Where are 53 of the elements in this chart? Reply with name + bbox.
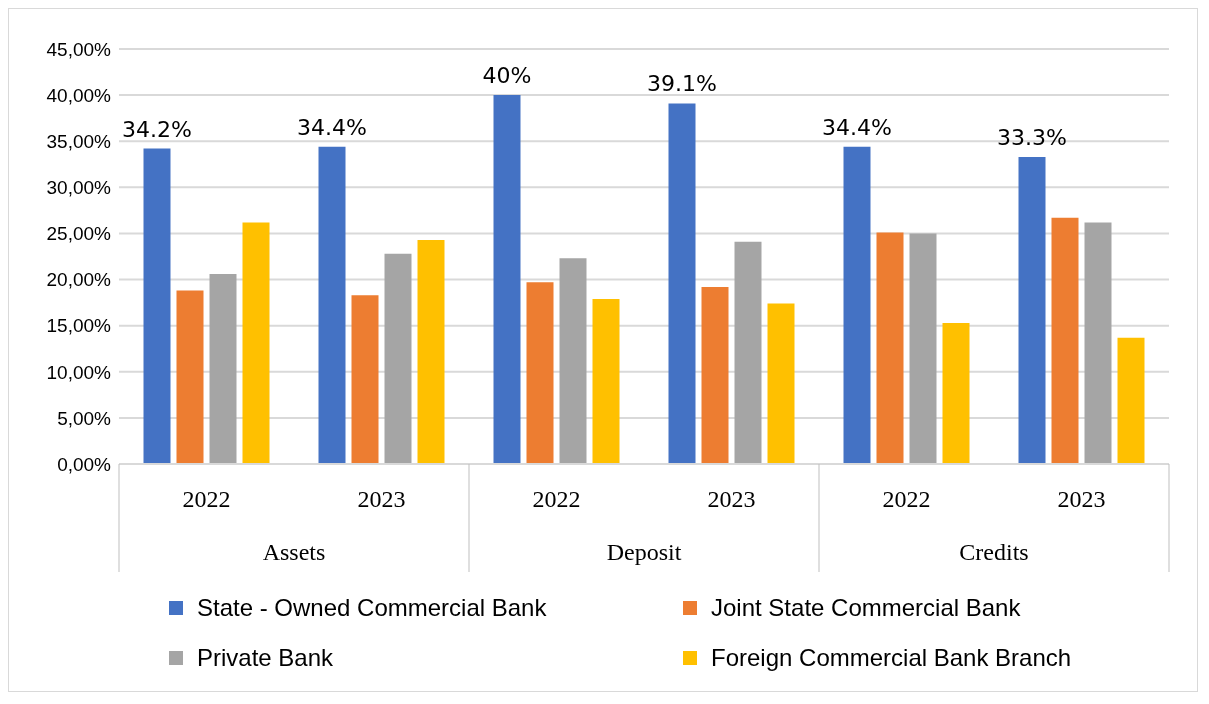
bar	[318, 146, 346, 464]
x-tick-label: 2023	[707, 486, 756, 512]
x-tick-label: 2023	[1057, 486, 1106, 512]
text: Credits	[959, 539, 1029, 565]
bar	[1018, 156, 1046, 464]
text: Deposit	[606, 539, 682, 565]
y-tick-label: 5,00%	[57, 407, 112, 429]
y-tick-label: 35,00%	[46, 130, 112, 152]
bar	[843, 146, 871, 464]
y-tick-label: 15,00%	[46, 315, 112, 337]
bar	[176, 290, 204, 464]
bar	[209, 274, 237, 464]
bar	[701, 286, 729, 464]
bar	[767, 303, 795, 464]
legend-label: State - Owned Commercial Bank	[197, 594, 547, 622]
bar	[559, 258, 587, 464]
data-label: 40%	[482, 63, 532, 89]
bar	[493, 95, 521, 464]
text: Assets	[262, 539, 326, 565]
y-tick-label: 0,00%	[57, 453, 112, 475]
bar	[143, 148, 171, 464]
y-tick-label: 25,00%	[46, 223, 112, 245]
bar	[942, 322, 970, 464]
bar	[351, 295, 379, 464]
x-tick-label: 2022	[882, 486, 931, 512]
bar	[592, 298, 620, 464]
bar	[668, 103, 696, 464]
y-tick-label: 20,00%	[46, 269, 112, 291]
data-label: 34.4%	[822, 114, 892, 140]
bar	[1117, 337, 1145, 464]
bar	[242, 222, 270, 464]
y-tick-label: 45,00%	[46, 38, 112, 60]
data-label: 33.3%	[997, 124, 1067, 150]
data-label: 34.2%	[122, 116, 192, 142]
bar	[417, 239, 445, 464]
bar	[876, 232, 904, 464]
bar	[734, 241, 762, 464]
y-tick-label: 40,00%	[46, 84, 112, 106]
x-tick-label: 2022	[182, 486, 231, 512]
bar	[384, 253, 412, 464]
legend-label: Private Bank	[197, 644, 334, 672]
legend-label: Joint State Commercial Bank	[711, 594, 1021, 622]
bar	[1084, 222, 1112, 464]
bar	[1051, 217, 1079, 464]
x-tick-label: 2022	[532, 486, 581, 512]
legend-label: Foreign Commercial Bank Branch	[711, 644, 1072, 672]
bar	[526, 282, 554, 464]
y-tick-label: 10,00%	[46, 361, 112, 383]
x-tick-label: 2023	[357, 486, 406, 512]
y-tick-label: 30,00%	[46, 177, 112, 199]
data-label: 34.4%	[297, 114, 367, 140]
data-label: 39.1%	[647, 71, 717, 97]
bar	[909, 233, 937, 464]
